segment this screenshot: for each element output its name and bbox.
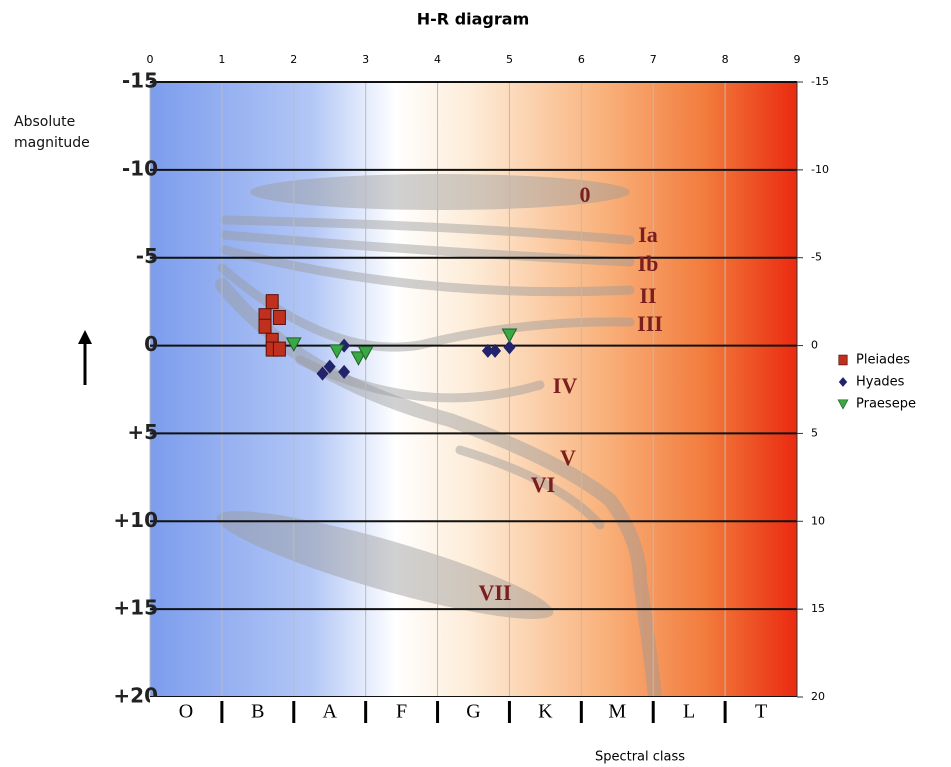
luminosity-label: VI	[531, 472, 555, 497]
x-tick-label: 1	[218, 53, 225, 66]
point	[357, 346, 374, 361]
point	[285, 337, 302, 352]
point	[350, 351, 367, 366]
y-tick-label: +5	[127, 420, 158, 444]
chart-title: H-R diagram	[417, 10, 529, 29]
legend-label: Pleiades	[856, 353, 910, 368]
legend-marker	[838, 354, 848, 366]
y-tick-label: 0	[144, 332, 158, 356]
y-tick-label: -15	[122, 69, 158, 93]
legend-marker	[838, 377, 848, 387]
class-label: T	[755, 701, 767, 723]
luminosity-label: III	[637, 311, 663, 336]
x-tick-label: 3	[362, 53, 369, 66]
y-tick-label: +15	[113, 596, 158, 620]
class-label: L	[683, 701, 695, 723]
luminosity-label: Ia	[638, 222, 658, 247]
x-tick-label: 4	[434, 53, 441, 66]
x-tick-label: 6	[578, 53, 585, 66]
point	[272, 341, 286, 357]
y2-tick-label: 20	[811, 690, 825, 703]
class-label: F	[396, 701, 407, 723]
y2-tick-label: -10	[811, 163, 829, 176]
y2-tick-label: -15	[811, 75, 829, 88]
luminosity-label: Ib	[638, 251, 659, 276]
y2-tick-label: 0	[811, 339, 818, 352]
x-tick-label: 5	[506, 53, 513, 66]
y2-tick-label: 15	[811, 602, 825, 615]
point	[272, 309, 286, 325]
luminosity-label: V	[560, 445, 576, 470]
y-axis-label: Absolute magnitude	[14, 114, 90, 151]
class-bar	[150, 697, 797, 727]
arrow-head	[78, 330, 92, 344]
background	[150, 82, 797, 697]
legend-label: Hyades	[856, 375, 905, 390]
class-label: K	[538, 701, 553, 723]
point	[501, 328, 518, 344]
class-label: G	[466, 701, 480, 723]
y-tick-label: +10	[113, 508, 158, 532]
point	[481, 343, 494, 358]
x-tick-label: 7	[650, 53, 657, 66]
y-tick-label: -5	[136, 244, 158, 268]
class-label: A	[322, 701, 337, 723]
x-tick-label: 9	[794, 53, 801, 66]
legend-marker	[837, 399, 849, 410]
x-tick-label: 0	[147, 53, 154, 66]
point	[265, 294, 279, 310]
point	[489, 343, 502, 358]
luminosity-label: II	[639, 283, 656, 308]
luminosity-label: VII	[478, 580, 511, 605]
x-tick-label: 2	[290, 53, 297, 66]
y2-tick-label: 5	[811, 426, 818, 439]
y-tick-label: -10	[122, 156, 158, 180]
point	[329, 344, 345, 359]
point	[316, 366, 329, 381]
point	[258, 318, 272, 334]
x-axis-label: Spectral class	[595, 750, 685, 765]
class-label: O	[179, 701, 193, 723]
class-label: M	[608, 701, 626, 723]
y2-tick-label: -5	[811, 251, 822, 264]
luminosity-label: 0	[580, 182, 591, 207]
legend-label: Praesepe	[856, 397, 916, 412]
point	[323, 359, 336, 374]
class-label: B	[251, 701, 264, 723]
x-tick-label: 8	[722, 53, 729, 66]
point	[338, 364, 351, 379]
luminosity-label: IV	[553, 373, 578, 398]
point	[503, 340, 516, 355]
y2-tick-label: 10	[811, 514, 825, 527]
